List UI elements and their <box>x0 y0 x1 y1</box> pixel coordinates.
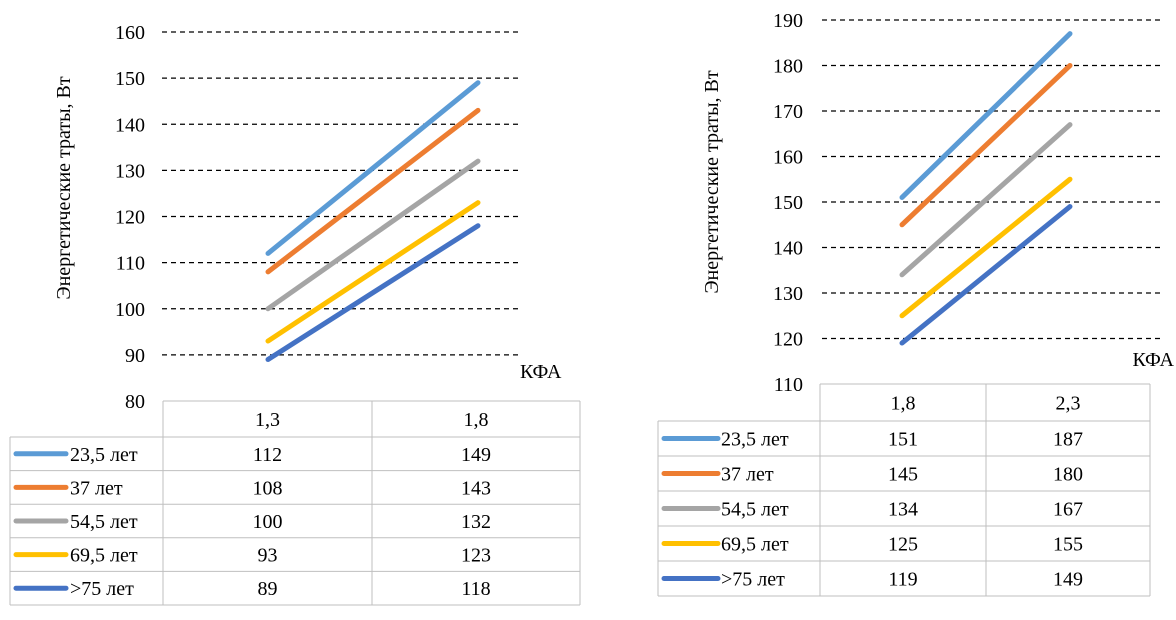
series-line-1 <box>899 31 1073 200</box>
y-tick-label: 150 <box>773 192 803 214</box>
legend-label: 54,5 лет <box>721 499 789 521</box>
data-label: 132 <box>461 511 491 533</box>
series-line-2 <box>265 107 481 275</box>
x-tick-label: 1,8 <box>464 409 489 431</box>
legend-label: 69,5 лет <box>721 534 789 556</box>
y-tick-label: 140 <box>115 114 145 136</box>
y-axis-label: Энергетические траты, Вт <box>53 76 75 300</box>
data-label: 143 <box>461 477 491 499</box>
data-label: 112 <box>253 444 282 466</box>
y-tick-label: 80 <box>125 391 145 413</box>
data-label: 100 <box>253 511 283 533</box>
y-tick-label: 160 <box>115 22 145 44</box>
data-label: 125 <box>888 534 918 556</box>
chart-1: Энергетические траты, Вт 80 90 100 110 120 130… <box>9 22 581 606</box>
data-label: 149 <box>461 444 491 466</box>
data-label: 118 <box>461 578 490 600</box>
data-label: 151 <box>888 429 918 451</box>
legend-label: 54,5 лет <box>70 511 138 533</box>
y-axis-label: Энергетические траты, Вт <box>701 70 723 294</box>
series-line-3 <box>265 158 481 312</box>
x-axis-label: КФА <box>520 361 562 383</box>
y-tick-label: 130 <box>115 160 145 182</box>
legend-label: 37 лет <box>721 464 774 486</box>
chart-2: Энергетические траты, Вт 110 120 130 140 150 1… <box>657 10 1175 597</box>
data-label: 155 <box>1053 534 1083 556</box>
legend-label: >75 лет <box>70 578 134 600</box>
series-line-5 <box>265 223 481 362</box>
y-tick-label: 120 <box>773 329 803 351</box>
legend-label: 23,5 лет <box>721 429 789 451</box>
legend-label: 23,5 лет <box>70 444 138 466</box>
data-label: 167 <box>1053 499 1083 521</box>
x-tick-label: 1,8 <box>891 393 916 415</box>
series-line-1 <box>265 80 481 256</box>
data-label: 108 <box>253 477 283 499</box>
y-tick-label: 170 <box>773 101 803 123</box>
series-line-4 <box>265 200 481 344</box>
data-table: 1,3 1,8 23,5 лет 112 149 37 лет 108 143 54,5 лет… <box>9 400 581 606</box>
x-tick-label: 2,3 <box>1056 393 1081 415</box>
data-label: 149 <box>1053 569 1083 591</box>
data-label: 119 <box>888 569 917 591</box>
series-line-4 <box>899 176 1073 319</box>
y-tick-label: 100 <box>115 299 145 321</box>
series-line-2 <box>899 63 1073 228</box>
data-label: 123 <box>461 545 491 567</box>
legend-label: 37 лет <box>70 477 123 499</box>
data-label: 93 <box>258 545 278 567</box>
data-table: 1,8 2,3 23,5 лет 151 187 37 лет 145 180 54,5 лет… <box>657 383 1151 597</box>
y-tick-label: 140 <box>773 238 803 260</box>
x-axis-label: КФА <box>1133 349 1175 371</box>
y-tick-label: 130 <box>773 283 803 305</box>
legend-label: 69,5 лет <box>70 545 138 567</box>
y-tick-label: 120 <box>115 207 145 229</box>
data-label: 134 <box>888 499 918 521</box>
series-line-3 <box>899 122 1073 278</box>
data-label: 89 <box>258 578 278 600</box>
y-tick-label: 190 <box>773 10 803 32</box>
y-tick-label: 90 <box>125 345 145 367</box>
data-label: 145 <box>888 464 918 486</box>
y-tick-label: 110 <box>774 374 803 396</box>
x-tick-label: 1,3 <box>255 409 280 431</box>
series-line-5 <box>899 204 1073 346</box>
y-tick-label: 160 <box>773 147 803 169</box>
y-tick-label: 180 <box>773 56 803 78</box>
data-label: 180 <box>1053 464 1083 486</box>
y-tick-label: 110 <box>116 253 145 275</box>
y-tick-label: 150 <box>115 68 145 90</box>
data-label: 187 <box>1053 429 1083 451</box>
legend-label: >75 лет <box>721 569 785 591</box>
